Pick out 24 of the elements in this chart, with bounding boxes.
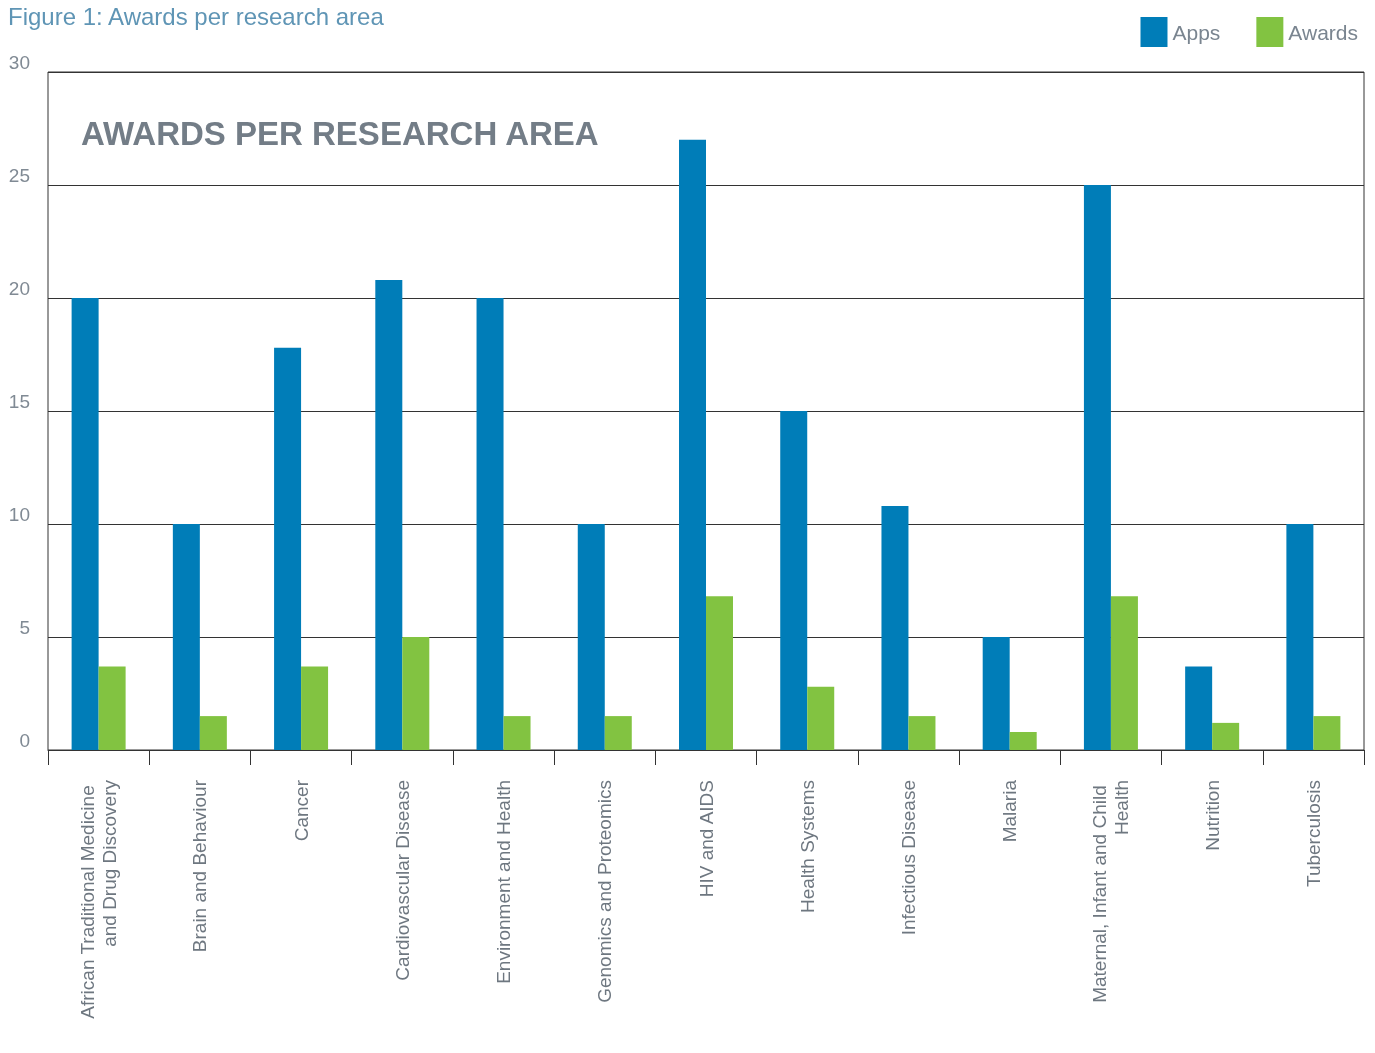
y-tick-label: 5 bbox=[19, 617, 30, 638]
x-tick-label: Nutrition bbox=[1201, 780, 1223, 851]
x-tick-label: African Traditional Medicine and Drug Discovery bbox=[77, 779, 121, 1019]
text: AWARDS PER RESEARCH AREA bbox=[81, 115, 599, 152]
x-tick-label: Infectious Disease bbox=[897, 780, 919, 936]
x-tick-label: Tuberculosis bbox=[1302, 780, 1324, 888]
y-tick-label: 0 bbox=[19, 730, 30, 751]
y-tick-label: 25 bbox=[8, 165, 30, 186]
x-tick-label: Brain and Behaviour bbox=[189, 779, 211, 953]
x-tick-label: HIV and AIDS bbox=[695, 780, 717, 898]
y-tick-label: 20 bbox=[8, 278, 30, 299]
legend-label: Apps bbox=[1172, 20, 1221, 44]
x-tick-label: Health Systems bbox=[796, 780, 818, 914]
x-tick-label: Genomics and Proteomics bbox=[594, 780, 616, 1003]
y-tick-label: 30 bbox=[8, 52, 30, 73]
x-tick-label: Maternal, Infant and Child Health bbox=[1089, 780, 1133, 1003]
x-tick-label: Cardiovascular Disease bbox=[391, 780, 413, 981]
caption: Figure 1: Awards per research area bbox=[8, 2, 385, 30]
x-tick-label: Environment and Health bbox=[493, 780, 515, 984]
x-tick-label: Malaria bbox=[999, 779, 1021, 843]
y-tick-label: 15 bbox=[8, 391, 30, 412]
legend-label: Awards bbox=[1288, 20, 1359, 44]
y-tick-label: 10 bbox=[8, 504, 30, 525]
x-tick-label: Cancer bbox=[290, 779, 312, 842]
